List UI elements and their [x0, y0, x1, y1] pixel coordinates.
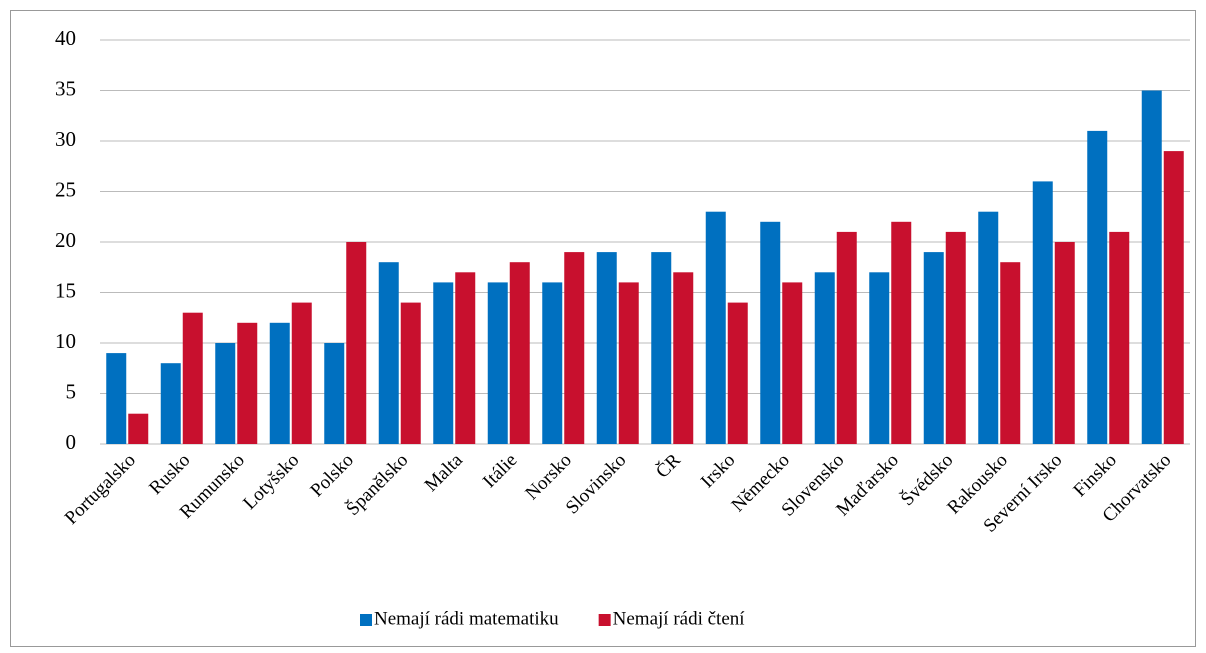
bar	[891, 221, 912, 444]
bar	[727, 302, 748, 444]
y-tick-label: 10	[55, 329, 76, 353]
bar	[487, 282, 508, 444]
bar	[978, 211, 999, 444]
bar	[1000, 262, 1021, 444]
bar	[509, 262, 530, 444]
bar	[106, 353, 127, 444]
bar	[324, 343, 345, 444]
bar	[1141, 90, 1162, 444]
y-tick-label: 30	[55, 127, 76, 151]
legend-label: Nemají rádi matematiku	[374, 608, 559, 629]
y-tick-label: 5	[66, 379, 77, 403]
bar	[673, 272, 694, 444]
bar	[945, 231, 966, 444]
y-tick-label: 0	[66, 430, 77, 454]
bar	[400, 302, 421, 444]
y-tick-label: 20	[55, 228, 76, 252]
bar	[269, 322, 290, 444]
bar	[433, 282, 454, 444]
bar	[869, 272, 890, 444]
bar	[760, 221, 781, 444]
bar	[564, 252, 585, 444]
bar	[1163, 151, 1184, 444]
legend-label: Nemají rádi čtení	[613, 608, 746, 629]
bar	[378, 262, 399, 444]
bar	[836, 231, 857, 444]
bar	[237, 322, 258, 444]
bar	[782, 282, 803, 444]
bar	[542, 282, 563, 444]
bar	[1054, 242, 1075, 444]
bar	[596, 252, 617, 444]
y-tick-label: 15	[55, 278, 76, 302]
bar	[1087, 130, 1108, 444]
bar	[1109, 231, 1130, 444]
bar	[291, 302, 312, 444]
bar	[128, 413, 149, 444]
bar	[923, 252, 944, 444]
y-tick-label: 40	[55, 26, 76, 50]
bar	[1032, 181, 1053, 444]
bar	[455, 272, 476, 444]
bar	[814, 272, 835, 444]
bar	[215, 343, 236, 444]
y-tick-label: 25	[55, 177, 76, 201]
y-tick-label: 35	[55, 76, 76, 100]
bar	[618, 282, 639, 444]
bar	[160, 363, 181, 444]
legend-swatch	[598, 614, 611, 626]
bar	[346, 242, 367, 444]
legend-swatch	[360, 614, 372, 626]
bar	[651, 252, 672, 444]
bar	[705, 211, 726, 444]
bar	[182, 312, 203, 444]
